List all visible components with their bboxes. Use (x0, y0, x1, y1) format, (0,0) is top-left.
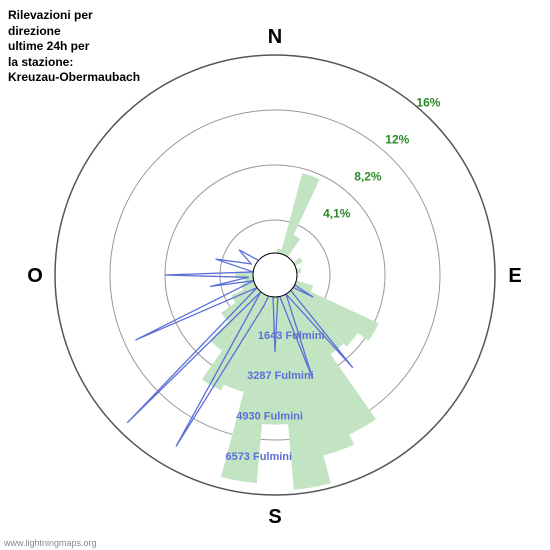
svg-text:1643 Fulmini: 1643 Fulmini (258, 330, 325, 342)
svg-text:4,1%: 4,1% (323, 207, 351, 221)
svg-text:16%: 16% (416, 95, 440, 109)
svg-text:E: E (508, 265, 521, 287)
svg-text:4930 Fulmini: 4930 Fulmini (236, 411, 303, 423)
svg-text:6573 Fulmini: 6573 Fulmini (225, 451, 292, 463)
polar-chart: N S E O 16% 12% 8,2% 4,1% 1643 Fulmini 3287 Fulmi… (0, 0, 550, 550)
footer-credit: www.lightningmaps.org (4, 538, 97, 548)
svg-text:3287 Fulmini: 3287 Fulmini (247, 370, 314, 382)
svg-text:8,2%: 8,2% (354, 170, 382, 184)
svg-text:O: O (27, 265, 43, 287)
svg-text:12%: 12% (385, 133, 409, 147)
svg-text:S: S (268, 506, 281, 528)
svg-text:N: N (268, 26, 282, 48)
